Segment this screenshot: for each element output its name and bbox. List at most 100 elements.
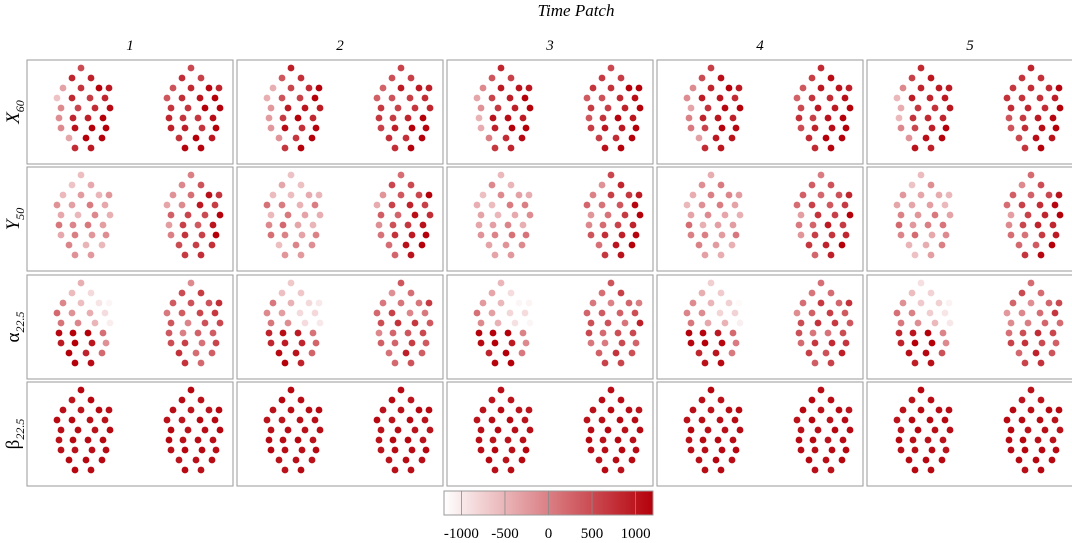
electrode-dot [1032,349,1040,357]
electrode-dot [629,436,637,444]
electrode-dot [515,84,523,92]
electrode-dot [402,241,410,249]
electrode-dot [507,74,515,82]
electrode-dot [604,104,612,112]
electrode-dot [65,241,73,249]
electrode-dot [178,201,186,209]
electrode-dot [839,221,847,229]
electrode-dot [698,181,706,189]
electrode-dot [811,359,819,367]
electrode-dot [297,396,305,404]
electrode-dot [388,289,396,297]
electrode-dot [504,114,512,122]
electrode-dot [917,279,925,287]
electrode-dot [284,211,292,219]
electrode-dot [178,416,186,424]
electrode-dot [716,201,724,209]
electrode-dot [521,201,529,209]
electrode-dot [1027,84,1035,92]
electrode-dot [488,309,496,317]
electrode-dot [397,299,405,307]
electrode-dot [485,241,493,249]
electrode-dot [1007,124,1015,132]
electrode-dot [905,241,913,249]
electrode-dot [519,436,527,444]
electrode-dot [707,386,715,394]
electrode-dot [404,221,412,229]
electrode-dot [827,251,835,259]
electrode-dot [842,231,850,239]
electrode-dot [846,426,854,434]
electrode-dot [946,319,954,327]
electrode-dot [699,221,707,229]
electrode-dot [397,386,405,394]
electrode-dot [211,94,219,102]
electrode-dot [817,279,825,287]
electrode-dot [1003,94,1011,102]
electrode-dot [926,201,934,209]
electrode-dot [175,134,183,142]
electrode-dot [927,144,935,152]
electrode-dot [617,466,625,474]
electrode-dot [263,201,271,209]
electrode-dot [731,94,739,102]
electrode-dot [828,124,836,132]
electrode-dot [1045,84,1053,92]
electrode-dot [618,446,626,454]
electrode-dot [717,144,725,152]
electrode-dot [397,406,405,414]
electrode-dot [914,104,922,112]
electrode-dot [614,221,622,229]
electrode-dot [945,406,953,414]
electrode-dot [1015,241,1023,249]
electrode-dot [375,114,383,122]
column-label-3: 3 [545,38,554,54]
electrode-dot [95,84,103,92]
electrode-dot [211,416,219,424]
electrode-dot [301,426,309,434]
electrode-dot [208,349,216,357]
electrode-dot [897,426,905,434]
electrode-dot [699,114,707,122]
electrode-dot [178,181,186,189]
electrode-dot [215,299,223,307]
electrode-dot [389,221,397,229]
electrode-dot [522,124,530,132]
electrode-dot [391,339,399,347]
electrode-dot [1055,406,1063,414]
electrode-dot [309,436,317,444]
electrode-dot [908,289,916,297]
electrode-dot [827,74,835,82]
electrode-dot [53,201,61,209]
electrode-dot [1041,104,1049,112]
electrode-dot [502,134,510,142]
electrode-dot [178,396,186,404]
electrode-dot [281,251,289,259]
electrode-dot [589,84,597,92]
electrode-dot [946,211,954,219]
electrode-dot [712,241,720,249]
electrode-dot [842,339,850,347]
electrode-dot [87,289,95,297]
electrode-dot [507,289,515,297]
electrode-dot [504,329,512,337]
electrode-dot [1051,201,1059,209]
electrode-dot [1032,134,1040,142]
electrode-dot [181,251,189,259]
electrode-dot [707,406,715,414]
electrode-dot [632,446,640,454]
electrode-dot [216,104,224,112]
electrode-dot [179,329,187,337]
electrode-dot [373,416,381,424]
electrode-dot [1019,329,1027,337]
electrode-dot [181,124,189,132]
electrode-dot [908,201,916,209]
electrode-dot [475,329,483,337]
electrode-dot [194,436,202,444]
electrode-dot [1036,309,1044,317]
electrode-dot [846,104,854,112]
electrode-dot [209,436,217,444]
electrode-dot [908,181,916,189]
electrode-dot [585,221,593,229]
electrode-dot [928,124,936,132]
